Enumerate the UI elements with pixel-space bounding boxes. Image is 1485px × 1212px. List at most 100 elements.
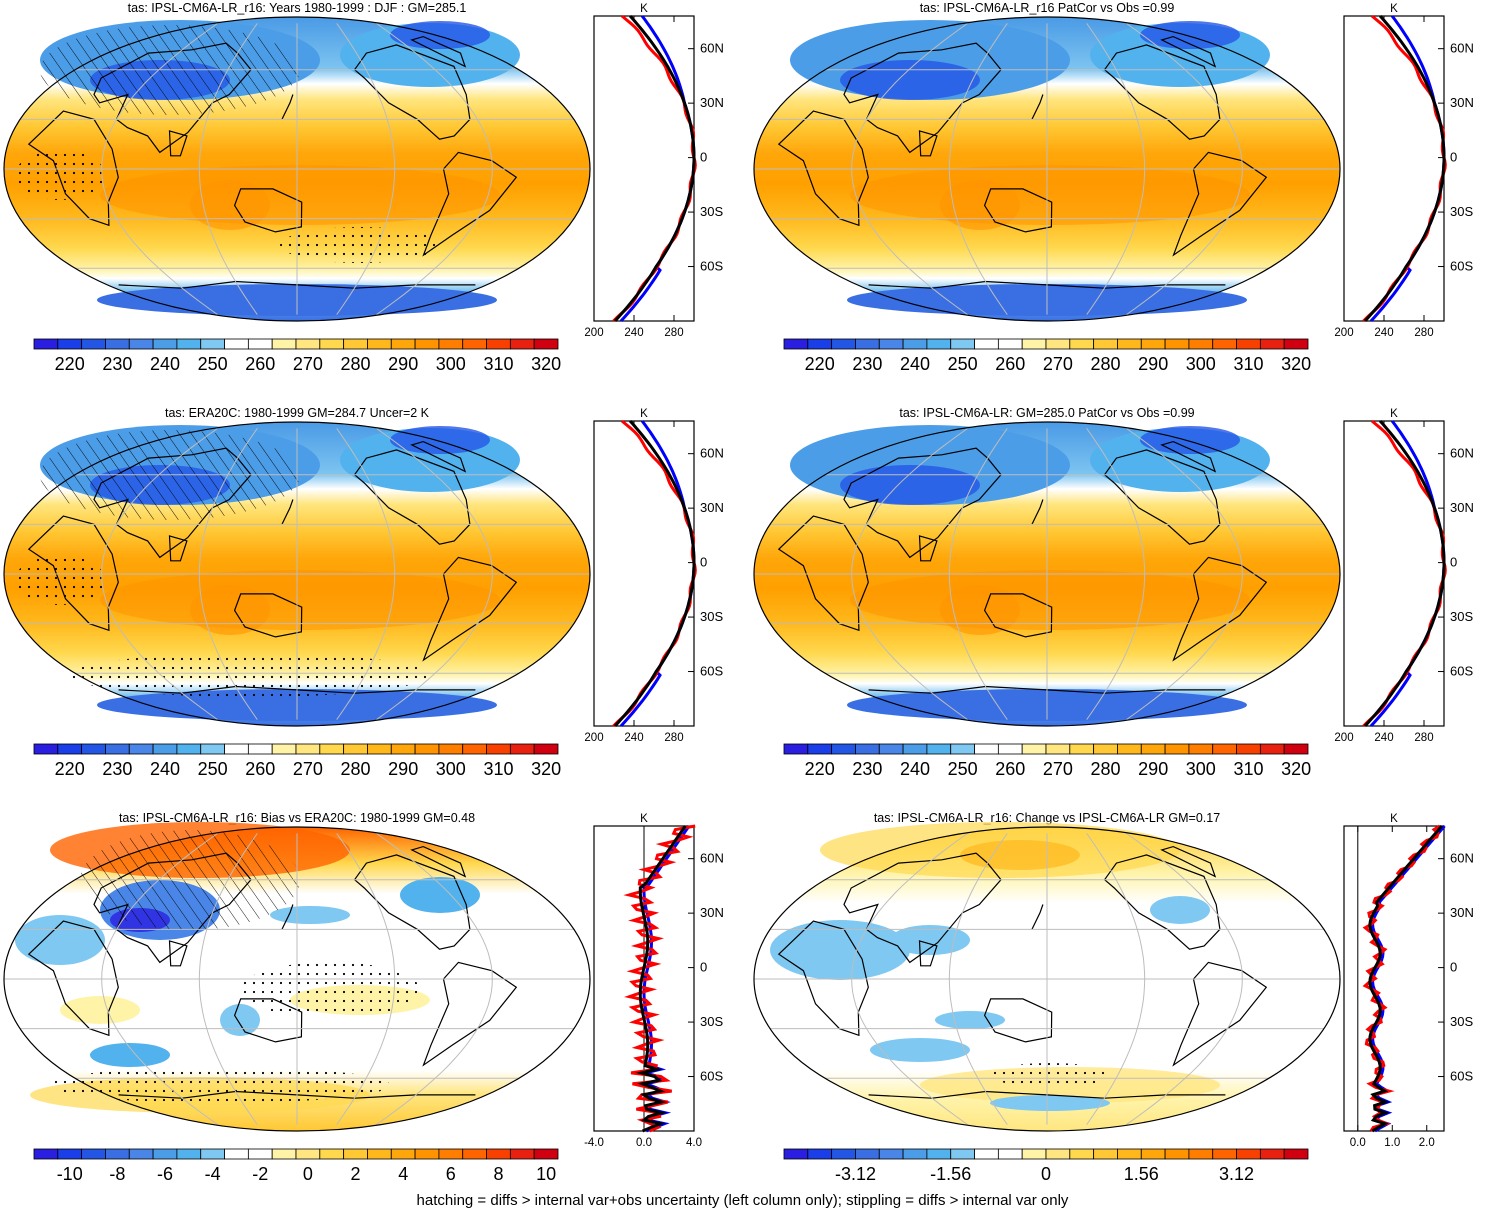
colorbar-swatch: [1283, 1148, 1309, 1160]
colorbar-swatch: [974, 338, 999, 350]
colorbar-label: 250: [198, 354, 228, 374]
footer-note: hatching = diffs > internal var+obs unce…: [416, 1192, 1069, 1209]
colorbar-swatch: [152, 743, 178, 755]
profile-line-black: [613, 419, 696, 728]
colorbar-swatch: [1045, 1148, 1071, 1160]
colorbar-label: 280: [1090, 354, 1120, 374]
colorbar-label: -1.56: [930, 1164, 971, 1184]
colorbar-swatch: [390, 743, 416, 755]
colorbar-swatch: [343, 1148, 368, 1160]
colorbar-swatch: [1093, 1148, 1118, 1160]
graticule-meridian: [101, 427, 218, 721]
map-border: [753, 826, 1341, 1132]
stipple-overlay: [240, 962, 420, 1018]
profile-frame: [593, 420, 695, 727]
coastline: [168, 130, 188, 157]
profile-xtick-label: -4.0: [584, 1137, 604, 1149]
colorbar-swatch: [902, 743, 928, 755]
coastline: [1103, 449, 1221, 545]
colorbar-swatch: [831, 1148, 856, 1160]
colorbar-swatch: [414, 1148, 440, 1160]
colorbar-swatch: [1164, 743, 1190, 755]
colorbar-swatch: [152, 338, 178, 350]
panel-p5: tas: IPSL-CM6A-LR_r16: Bias vs ERA20C: 1…: [3, 811, 724, 1184]
profile-xtick-label: 0.0: [1350, 1137, 1366, 1149]
colorbar-swatch: [902, 338, 928, 350]
profile-xtick-label: 1.0: [1384, 1137, 1400, 1149]
graticule-meridian: [1086, 833, 1146, 1125]
map-border: [3, 421, 591, 727]
anomaly-region: [940, 180, 1020, 230]
panel-title: tas: IPSL-CM6A-LR: GM=285.0 PatCor vs Ob…: [899, 406, 1194, 420]
coastline: [233, 188, 303, 233]
stipple-overlay: [15, 555, 105, 605]
colorbar-label: 260: [245, 759, 275, 779]
anomaly-region: [940, 585, 1020, 635]
stipple-overlay: [15, 150, 105, 200]
colorbar-swatch: [1236, 1148, 1261, 1160]
coastline: [93, 852, 252, 964]
anomaly-region: [850, 165, 1250, 225]
profile-line-black: [1368, 825, 1443, 1133]
colorbar-swatch: [1117, 743, 1142, 755]
coastline: [168, 940, 188, 967]
coastline: [353, 449, 471, 545]
stipple-overlay: [280, 227, 440, 263]
colorbar-swatch: [438, 743, 464, 755]
graticule-meridian: [376, 427, 493, 721]
profile-lat-label: 60N: [1450, 446, 1474, 461]
colorbar-swatch: [831, 743, 856, 755]
colorbar-swatch: [509, 743, 535, 755]
coastline: [168, 535, 188, 562]
profile-line-blue: [1369, 420, 1446, 728]
graticule-meridian: [851, 832, 968, 1126]
profile-lat-label: 30N: [1450, 95, 1474, 110]
coastline: [281, 904, 294, 930]
profile-xtick-label: 200: [1334, 327, 1353, 339]
colorbar-swatch: [878, 338, 904, 350]
profile-lat-label: 30S: [1450, 204, 1473, 219]
colorbar-swatch: [533, 1148, 559, 1160]
colorbar-label: -3.12: [835, 1164, 876, 1184]
colorbar-label: 0: [1041, 1164, 1051, 1184]
profile-lat-label: 60S: [1450, 664, 1473, 679]
profile-xtick-label: 240: [624, 327, 643, 339]
colorbar-swatch: [390, 338, 416, 350]
colorbar-swatch: [950, 743, 975, 755]
coastline: [777, 920, 869, 1037]
profile-frame: [593, 15, 695, 322]
graticule-meridian: [376, 22, 493, 316]
panel-title: tas: ERA20C: 1980-1999 GM=284.7 Uncer=2 …: [165, 406, 430, 420]
profile-frame: [1343, 825, 1445, 1132]
profile-lat-label: 30N: [1450, 905, 1474, 920]
coastline: [1031, 904, 1044, 930]
colorbar: 220 230 240 250 260 270 280 290 300 310 320: [783, 338, 1311, 374]
colorbar-swatch: [33, 743, 59, 755]
colorbar-swatch: [33, 1148, 59, 1160]
zonal-profile: K 200 240 280 60N 30N 0 30S 60S: [584, 408, 723, 744]
profile-lat-label: 60N: [700, 851, 724, 866]
colorbar-swatch: [247, 338, 273, 350]
colorbar-label: 260: [995, 354, 1025, 374]
coastline: [93, 42, 252, 154]
profile-lat-label: 60S: [1450, 1069, 1473, 1084]
anomaly-region: [100, 570, 500, 630]
panel-p3: tas: ERA20C: 1980-1999 GM=284.7 Uncer=2 …: [3, 406, 724, 779]
colorbar-label: 230: [852, 354, 882, 374]
colorbar-swatch: [1069, 1148, 1095, 1160]
colorbar-swatch: [1283, 743, 1309, 755]
colorbar-swatch: [997, 1148, 1023, 1160]
colorbar-swatch: [486, 743, 511, 755]
colorbar-swatch: [200, 743, 225, 755]
colorbar-swatch: [57, 338, 83, 350]
coastline: [27, 920, 119, 1037]
coastline: [843, 852, 1002, 964]
graticule-meridian: [1126, 22, 1243, 316]
profile-line-red: [623, 824, 696, 1133]
colorbar-swatch: [176, 743, 202, 755]
colorbar-label: -4: [205, 1164, 221, 1184]
colorbar-label: 240: [150, 759, 180, 779]
colorbar-label: 310: [1233, 759, 1263, 779]
colorbar-label: 320: [531, 354, 561, 374]
coastline: [777, 515, 869, 632]
